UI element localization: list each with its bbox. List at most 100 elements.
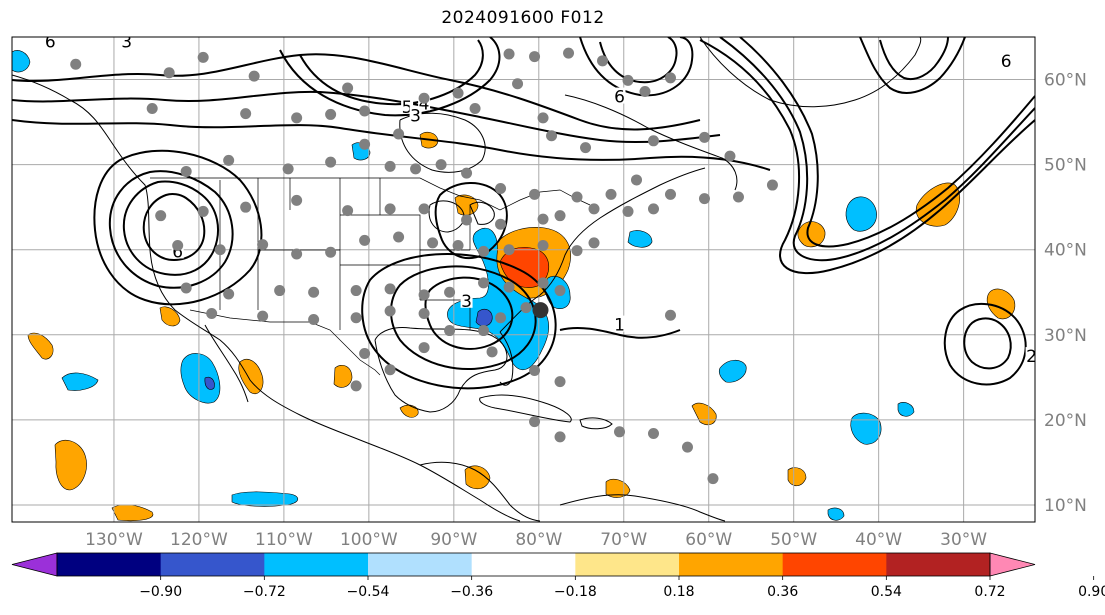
- station-marker: [724, 150, 736, 162]
- cuba: [479, 394, 572, 423]
- colorbar-segment: [471, 553, 576, 576]
- south-america-coast: [559, 494, 726, 522]
- longitude-label: 40°W: [855, 530, 902, 550]
- station-marker: [427, 237, 439, 249]
- strong-negative-anomaly-region: [475, 308, 493, 327]
- station-marker: [418, 342, 430, 354]
- station-marker: [248, 70, 260, 82]
- station-marker: [622, 74, 634, 86]
- station-marker: [537, 112, 549, 124]
- positive-anomaly-region: [787, 467, 807, 487]
- station-marker: [197, 51, 209, 63]
- positive-anomaly-region: [454, 194, 479, 216]
- station-marker: [384, 160, 396, 172]
- longitude-label: 100°W: [340, 530, 398, 550]
- station-marker: [384, 283, 396, 295]
- station-marker: [155, 210, 167, 222]
- atlantic-coast: [499, 167, 706, 333]
- longitude-label: 50°W: [770, 530, 817, 550]
- highlighted-station-marker: [532, 302, 549, 319]
- station-marker: [359, 348, 371, 360]
- positive-anomaly-region: [111, 504, 154, 522]
- station-marker: [529, 365, 541, 377]
- longitude-label: 120°W: [170, 530, 228, 550]
- contour-label: 6: [172, 242, 183, 262]
- station-marker: [223, 288, 235, 300]
- station-marker: [342, 205, 354, 217]
- station-marker: [257, 310, 269, 322]
- latitude-label: 40°N: [1044, 241, 1087, 261]
- station-marker: [214, 244, 226, 256]
- colorbar-over-extension: [989, 552, 1036, 577]
- station-marker: [647, 428, 659, 440]
- central-america: [419, 461, 541, 522]
- contour-line: [943, 302, 1027, 386]
- station-marker: [529, 416, 541, 428]
- colorbar-segment: [679, 553, 784, 576]
- contour-line: [599, 37, 678, 84]
- station-marker: [291, 112, 303, 124]
- station-marker: [325, 156, 337, 168]
- positive-anomaly-region: [54, 439, 87, 491]
- coastlines: [12, 37, 922, 522]
- station-marker: [146, 102, 158, 114]
- station-marker: [605, 188, 617, 200]
- contour-line: [879, 37, 949, 80]
- contour-line: [434, 182, 508, 260]
- station-marker: [384, 364, 396, 376]
- station-marker: [350, 285, 362, 297]
- colorbar-tick-label: −0.36: [450, 584, 493, 600]
- contour-label: 6: [45, 32, 56, 52]
- negative-anomaly-region: [827, 507, 845, 521]
- longitude-label: 90°W: [430, 530, 477, 550]
- longitude-label: 70°W: [600, 530, 647, 550]
- station-marker: [588, 203, 600, 215]
- station-marker: [461, 214, 473, 226]
- map-frame: [11, 36, 1036, 523]
- station-marker: [291, 248, 303, 260]
- colorbar-segment: [264, 553, 369, 576]
- graticule-grid: [12, 37, 1035, 522]
- positive-anomaly-region: [333, 365, 353, 388]
- station-marker: [478, 245, 490, 257]
- negative-anomaly-region: [61, 372, 99, 391]
- colorbar-frame: [56, 552, 991, 577]
- contour-line: [579, 37, 694, 97]
- station-marker: [495, 312, 507, 324]
- station-marker: [410, 163, 422, 175]
- positive-anomaly-region: [797, 221, 826, 248]
- negative-anomaly-region: [627, 230, 653, 248]
- station-marker: [622, 205, 634, 217]
- colorbar-tick-label: −0.54: [347, 584, 390, 600]
- station-marker: [597, 55, 609, 67]
- station-marker: [707, 473, 719, 485]
- contour-label-background: [120, 37, 133, 49]
- negative-anomaly-region: [718, 359, 747, 383]
- station-marker: [698, 131, 710, 143]
- station-marker: [291, 194, 303, 206]
- contour-line: [719, 37, 1035, 262]
- station-marker: [444, 325, 456, 337]
- contour-label: 2: [1026, 347, 1037, 367]
- colorbar-segment: [782, 553, 887, 576]
- latitude-labels: 60°N 50°N 40°N 30°N 20°N 10°N: [1044, 71, 1087, 516]
- station-marker: [452, 87, 464, 99]
- station-marker: [664, 188, 676, 200]
- colorbar-segment: [160, 553, 265, 576]
- station-marker: [223, 154, 235, 166]
- station-marker: [529, 188, 541, 200]
- station-marker: [359, 234, 371, 246]
- station-marker: [384, 203, 396, 215]
- contour-line: [699, 39, 1035, 275]
- contour-label-background: [460, 291, 473, 308]
- longitude-label: 30°W: [940, 530, 987, 550]
- contour-line: [739, 37, 1035, 248]
- station-marker: [495, 218, 507, 230]
- station-marker: [698, 193, 710, 205]
- station-marker: [478, 277, 490, 289]
- station-marker: [197, 205, 209, 217]
- contour-label-background: [1000, 51, 1013, 68]
- station-marker: [350, 380, 362, 392]
- station-marker: [563, 47, 575, 59]
- positive-anomaly-region: [238, 358, 264, 395]
